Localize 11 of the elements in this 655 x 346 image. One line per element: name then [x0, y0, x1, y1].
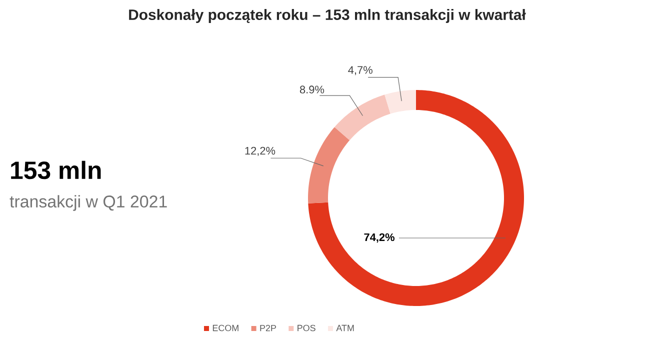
legend-label: P2P: [260, 324, 276, 332]
data-label: 12,2%: [245, 146, 276, 156]
legend-label: ECOM: [212, 324, 238, 332]
text: 153 mln: [11, 160, 101, 180]
chart-title: Doskonały początek roku – 153 mln transakcji w kwartał: [129, 9, 526, 23]
legend-label: POS: [298, 324, 316, 332]
text: transakcji w Q1 2021: [10, 195, 167, 211]
legend-label: ATM: [336, 324, 354, 332]
data-label: 8.9%: [300, 86, 324, 94]
data-label: 4,7%: [348, 66, 372, 76]
data-label: 74,2%: [364, 233, 395, 243]
